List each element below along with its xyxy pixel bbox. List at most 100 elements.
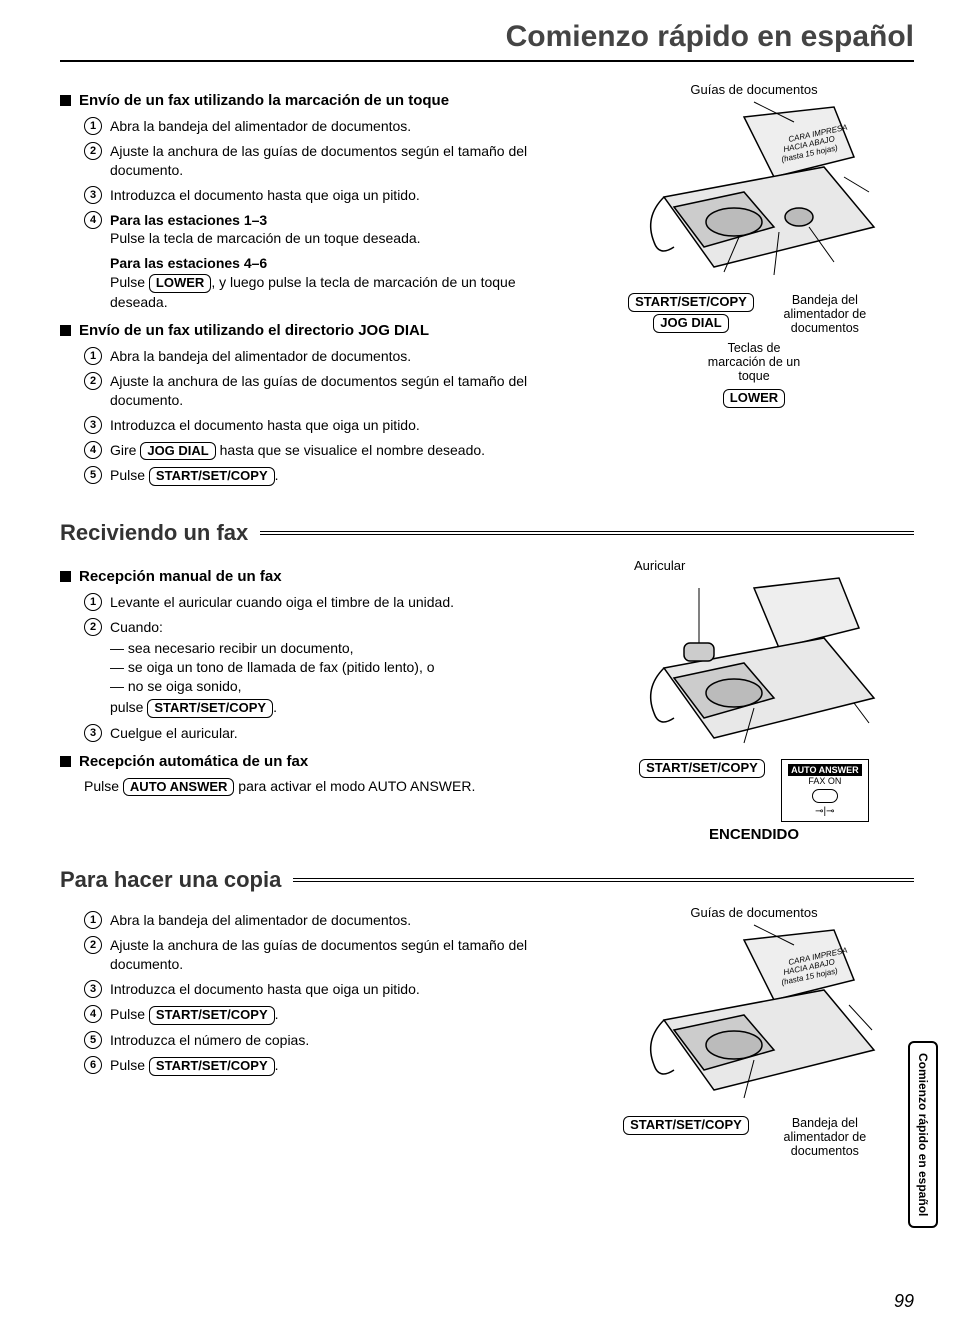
step4-label-b: Para las estaciones 4–6 — [110, 255, 267, 271]
diagram1-callouts: START/SET/COPY JOG DIAL Bandeja del alim… — [594, 293, 914, 335]
step-item: 4 Para las estaciones 1–3 Pulse la tecla… — [84, 211, 574, 312]
steps-manual-rx: 1Levante el auricular cuando oiga el tim… — [60, 593, 574, 742]
dash-item: no se oiga sonido, — [110, 677, 574, 696]
diagram3-top-label: Guías de documentos — [594, 905, 914, 920]
auto-rx-pre: Pulse — [84, 778, 123, 794]
step-text: Introduzca el documento hasta que oiga u… — [110, 981, 420, 997]
step5-pre: Pulse — [110, 467, 149, 483]
step-number-icon: 4 — [84, 1005, 102, 1023]
step-text: Ajuste la anchura de las guías de docume… — [110, 143, 527, 178]
step-text: Levante el auricular cuando oiga el timb… — [110, 594, 454, 610]
step-item: 6 Pulse START/SET/COPY. — [84, 1056, 574, 1076]
step4-text-a: Pulse la tecla de marcación de un toque … — [110, 230, 421, 246]
auto-answer-sub: FAX ON — [788, 776, 862, 786]
auto-rx-text: Pulse AUTO ANSWER para activar el modo A… — [60, 778, 574, 797]
step4-label-a: Para las estaciones 1–3 — [110, 212, 267, 228]
bullet-square-icon — [60, 325, 71, 336]
steps-one-touch: 1 Abra la bandeja del alimentador de docu… — [60, 117, 574, 312]
subheading-auto-rx: Recepción automática de un fax — [60, 753, 574, 770]
fax-machine-icon — [624, 573, 884, 753]
step-item: 3 Cuelgue el auricular. — [84, 724, 574, 743]
side-tab: Comienzo rápido en español — [908, 1041, 938, 1228]
heading-receiving-text: Reciviendo un fax — [60, 520, 248, 546]
step-number-icon: 1 — [84, 911, 102, 929]
keycap-start-set-copy: START/SET/COPY — [639, 759, 765, 778]
bullet-square-icon — [60, 95, 71, 106]
keycap-start-set-copy: START/SET/COPY — [149, 467, 275, 486]
step-number-icon: 2 — [84, 936, 102, 954]
subheading-jog-dial: Envío de un fax utilizando el directorio… — [60, 322, 574, 339]
step-item: 1Abra la bandeja del alimentador de docu… — [84, 911, 574, 930]
diagram2-callouts: START/SET/COPY AUTO ANSWER FAX ON ⊸|⊸ — [594, 759, 914, 822]
step-text: Cuelgue el auricular. — [110, 725, 238, 741]
step-number-icon: 1 — [84, 117, 102, 135]
diagram1-key-stack: START/SET/COPY JOG DIAL — [628, 293, 754, 333]
step-item: 5 Introduzca el número de copias. — [84, 1031, 574, 1050]
step2-pre: Cuando: — [110, 619, 163, 635]
step-text: Introduzca el número de copias. — [110, 1032, 309, 1048]
step-item: 2 Ajuste la anchura de las guías de docum… — [84, 372, 574, 410]
step6-post: . — [275, 1057, 279, 1073]
diagram3-right-label: Bandeja del alimentador de documentos — [765, 1116, 885, 1158]
step-item: 2 Cuando: sea necesario recibir un docum… — [84, 618, 574, 717]
step-item: 2 Ajuste la anchura de las guías de docum… — [84, 142, 574, 180]
step-item: 3Introduzca el documento hasta que oiga … — [84, 416, 574, 435]
step4-post: . — [275, 1006, 279, 1022]
section-receiving-fax: Recepción manual de un fax 1Levante el a… — [60, 558, 914, 843]
diagram-section1: Guías de documentos CARA IMPRESA HACIA A… — [594, 82, 914, 408]
step-item: 1Levante el auricular cuando oiga el tim… — [84, 593, 574, 612]
step-number-icon: 1 — [84, 347, 102, 365]
diagram1-label-onetouch-text: Teclas de marcación de un toque — [699, 341, 809, 383]
steps-copy: 1Abra la bandeja del alimentador de docu… — [60, 911, 574, 1075]
step-item: 5 Pulse START/SET/COPY. — [84, 466, 574, 486]
subheading-auto-rx-text: Recepción automática de un fax — [79, 753, 308, 770]
step-item: 3 Introduzca el documento hasta que oiga … — [84, 980, 574, 999]
subheading-manual-rx: Recepción manual de un fax — [60, 568, 574, 585]
heading-copy-text: Para hacer una copia — [60, 867, 281, 893]
keycap-lower: LOWER — [723, 389, 785, 408]
section-make-copy: 1Abra la bandeja del alimentador de docu… — [60, 905, 914, 1158]
step-number-icon: 3 — [84, 980, 102, 998]
step4-text-b-pre: Pulse — [110, 274, 149, 290]
heading-receiving: Reciviendo un fax — [60, 520, 914, 546]
diagram1-label-feeder: Bandeja del alimentador de documentos — [770, 293, 880, 335]
subheading-jog-dial-text: Envío de un fax utilizando el directorio… — [79, 322, 429, 339]
section1-left: Envío de un fax utilizando la marcación … — [60, 82, 574, 496]
step-number-icon: 2 — [84, 618, 102, 636]
step-number-icon: 4 — [84, 441, 102, 459]
section-sending-fax: Envío de un fax utilizando la marcación … — [60, 82, 914, 496]
step-number-icon: 3 — [84, 724, 102, 742]
step-text: Ajuste la anchura de las guías de docume… — [110, 373, 527, 408]
subheading-one-touch: Envío de un fax utilizando la marcación … — [60, 92, 574, 109]
keycap-start-set-copy: START/SET/COPY — [149, 1057, 275, 1076]
heading-copy: Para hacer una copia — [60, 867, 914, 893]
step-item: 1 Abra la bandeja del alimentador de docu… — [84, 117, 574, 136]
step-item: 4 Pulse START/SET/COPY. — [84, 1005, 574, 1025]
step-number-icon: 2 — [84, 372, 102, 390]
keycap-jog-dial: JOG DIAL — [140, 442, 215, 461]
heading-rule-icon — [293, 878, 914, 882]
dash-item: sea necesario recibir un documento, — [110, 639, 574, 658]
auto-answer-label: AUTO ANSWER — [788, 764, 862, 776]
fax-machine-icon: CARA IMPRESA HACIA ABAJO (hasta 15 hojas… — [624, 920, 884, 1110]
step-item: 2Ajuste la anchura de las guías de docum… — [84, 936, 574, 974]
step4-pre: Pulse — [110, 1006, 149, 1022]
led-icon — [812, 789, 838, 803]
keycap-start-set-copy: START/SET/COPY — [149, 1006, 275, 1025]
step-item: 3Introduzca el documento hasta que oiga … — [84, 186, 574, 205]
step-text: Abra la bandeja del alimentador de docum… — [110, 118, 411, 134]
auto-answer-panel-icon: AUTO ANSWER FAX ON ⊸|⊸ — [781, 759, 869, 822]
bullet-square-icon — [60, 571, 71, 582]
diagram2-top-label: Auricular — [594, 558, 914, 573]
section2-left: Recepción manual de un fax 1Levante el a… — [60, 558, 574, 796]
diagram1-lower-key: LOWER — [594, 389, 914, 408]
page-number: 99 — [894, 1291, 914, 1312]
encendido-label: ENCENDIDO — [594, 826, 914, 843]
step-number-icon: 2 — [84, 142, 102, 160]
step-number-icon: 5 — [84, 1031, 102, 1049]
step4-post: hasta que se visualice el nombre deseado… — [216, 442, 485, 458]
step-number-icon: 3 — [84, 186, 102, 204]
diagram3-callouts: START/SET/COPY Bandeja del alimentador d… — [594, 1116, 914, 1158]
subheading-one-touch-text: Envío de un fax utilizando la marcación … — [79, 92, 449, 109]
diagram-section3: Guías de documentos CARA IMPRESA HACIA A… — [594, 905, 914, 1158]
